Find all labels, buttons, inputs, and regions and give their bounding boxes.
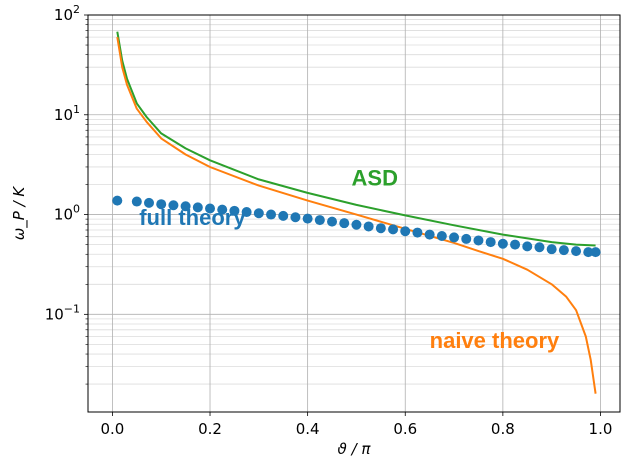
x-tick-label: 0.8 bbox=[491, 420, 515, 438]
full-theory-point bbox=[266, 209, 277, 220]
asd-line bbox=[116, 31, 596, 247]
x-tick-label: 0.0 bbox=[100, 420, 124, 438]
full-theory-point bbox=[229, 205, 240, 216]
full-theory-point bbox=[327, 216, 338, 227]
y-tick-label: 10−1 bbox=[45, 302, 80, 323]
full-theory-label: full theory bbox=[139, 205, 246, 230]
full-theory-point bbox=[192, 202, 203, 213]
y-tick-label: 100 bbox=[54, 203, 80, 224]
full-theory-point bbox=[241, 207, 252, 218]
x-tick-label: 0.6 bbox=[393, 420, 417, 438]
full-theory-point bbox=[253, 208, 264, 219]
x-tick-label: 0.4 bbox=[296, 420, 320, 438]
full-theory-point bbox=[497, 238, 508, 249]
full-theory-point bbox=[558, 245, 569, 256]
full-theory-point bbox=[217, 204, 228, 215]
full-theory-point bbox=[424, 229, 435, 240]
full-theory-point bbox=[278, 210, 289, 221]
x-tick-label: 0.2 bbox=[198, 420, 222, 438]
full-theory-point bbox=[156, 199, 167, 210]
full-theory-point bbox=[583, 247, 594, 258]
full-theory-point bbox=[510, 239, 521, 250]
full-theory-point bbox=[290, 212, 301, 223]
full-theory-point bbox=[375, 223, 386, 234]
asd-label: ASD bbox=[352, 166, 398, 191]
full-theory-point bbox=[314, 215, 325, 226]
full-theory-point bbox=[546, 244, 557, 255]
full-theory-point bbox=[112, 195, 123, 206]
x-axis-title: ϑ / π bbox=[338, 440, 372, 458]
full-theory-point bbox=[590, 247, 601, 258]
series-layer bbox=[112, 31, 601, 394]
full-theory-point bbox=[473, 235, 484, 246]
full-theory-point bbox=[400, 226, 411, 237]
full-theory-point bbox=[205, 203, 216, 214]
y-axis-ticks: 10−1 100 101 102 bbox=[45, 3, 88, 323]
full-theory-point bbox=[412, 227, 423, 238]
full-theory-point bbox=[144, 197, 155, 208]
full-theory-point bbox=[180, 201, 191, 212]
full-theory-point bbox=[302, 213, 313, 224]
y-axis-title: ω_P / K bbox=[10, 186, 29, 241]
y-tick-label: 102 bbox=[54, 3, 80, 24]
full-theory-point bbox=[131, 196, 142, 207]
full-theory-point bbox=[461, 233, 472, 244]
full-theory-point bbox=[534, 242, 545, 253]
x-axis-ticks: 0.0 0.2 0.4 0.6 0.8 1.0 bbox=[100, 412, 612, 438]
y-tick-label: 101 bbox=[54, 103, 80, 124]
naive-theory-line bbox=[116, 36, 597, 394]
full-theory-point bbox=[339, 218, 350, 229]
full-theory-point bbox=[388, 224, 399, 235]
full-theory-point bbox=[485, 237, 496, 248]
x-tick-label: 1.0 bbox=[589, 420, 613, 438]
full-theory-point bbox=[522, 241, 533, 252]
full-theory-point bbox=[351, 219, 362, 230]
full-theory-point bbox=[571, 246, 582, 257]
full-theory-point bbox=[449, 232, 460, 243]
full-theory-point bbox=[436, 230, 447, 241]
full-theory-point bbox=[363, 221, 374, 232]
plot-frame bbox=[87, 14, 621, 413]
annotation-layer: ASD full theory naive theory bbox=[139, 166, 560, 353]
full-theory-point bbox=[168, 200, 179, 211]
naive-theory-label: naive theory bbox=[430, 328, 560, 353]
